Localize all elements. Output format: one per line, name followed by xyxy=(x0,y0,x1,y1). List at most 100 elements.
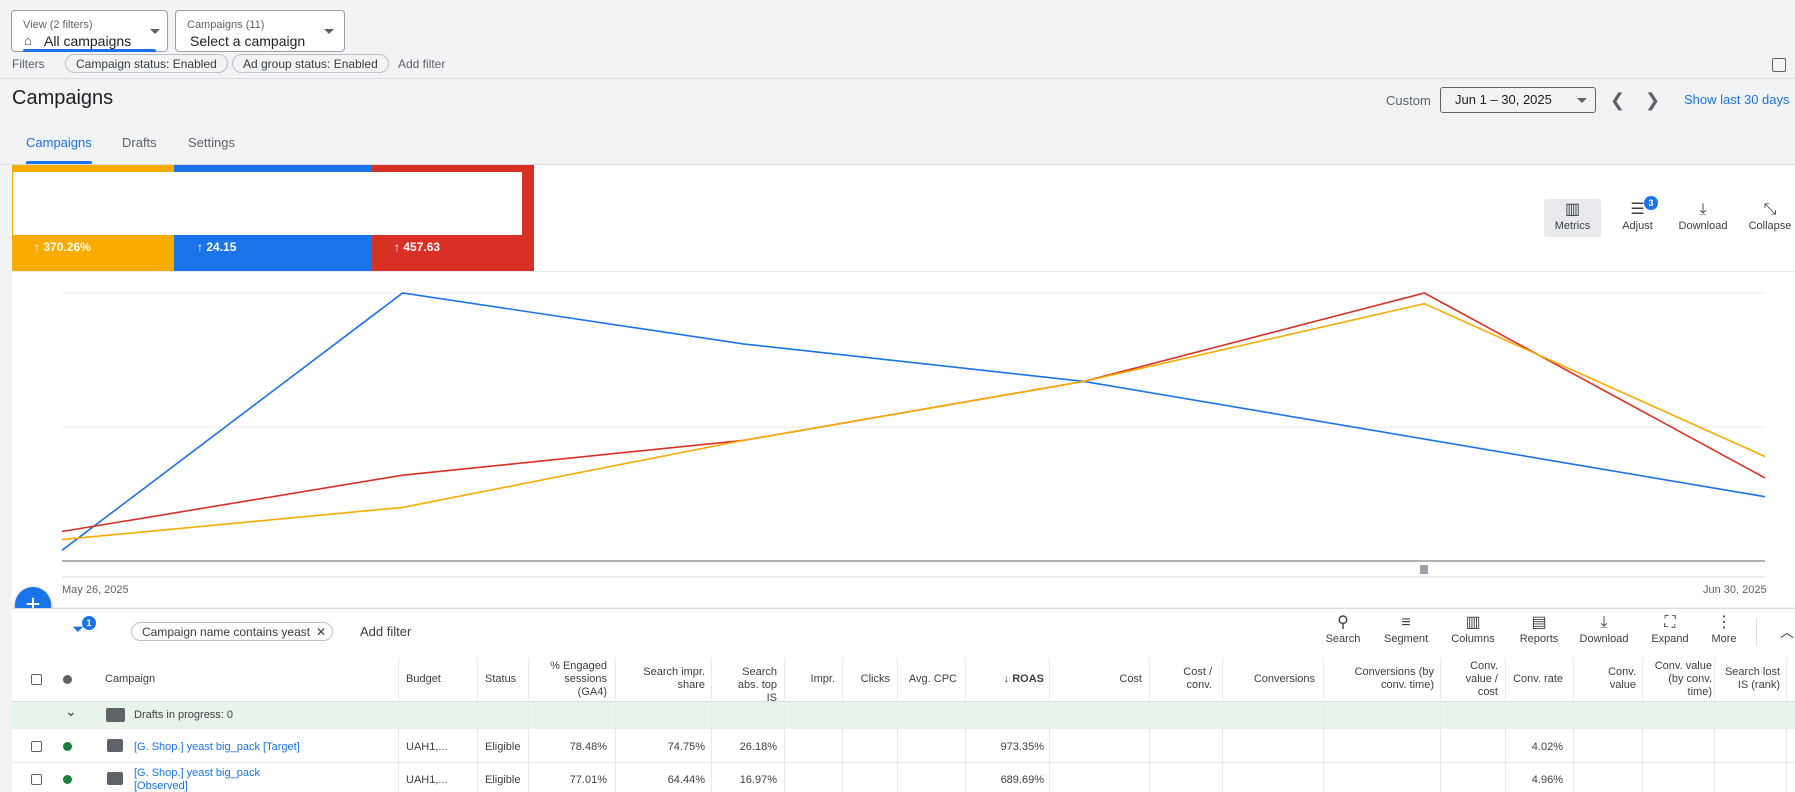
metrics-button[interactable]: ▥ Metrics xyxy=(1544,200,1601,232)
drafts-row[interactable] xyxy=(12,702,1795,729)
scorecard-value: 370.26% xyxy=(43,240,91,254)
chevron-right-icon[interactable]: ❯ xyxy=(1645,90,1661,110)
reports-icon: ▤ xyxy=(1531,614,1547,631)
columns-icon: ▥ xyxy=(1465,614,1481,631)
chevron-left-icon[interactable]: ❮ xyxy=(1610,90,1626,110)
column-divider xyxy=(1222,658,1223,792)
filter-chip-campaign-status[interactable]: Campaign status: Enabled xyxy=(65,54,228,73)
shopping-campaign-icon xyxy=(107,772,123,785)
col-conv-value[interactable]: Conv. value xyxy=(1608,666,1636,691)
status-cell: Eligible xyxy=(485,774,521,786)
reports-label: Reports xyxy=(1519,633,1559,645)
download-table-button[interactable]: ⤓ Download xyxy=(1575,613,1633,645)
column-divider xyxy=(1642,658,1643,792)
row-divider xyxy=(12,762,1795,763)
close-icon[interactable]: ✕ xyxy=(316,625,327,639)
expand-button[interactable]: ⛶ Expand xyxy=(1645,613,1695,645)
col-search-abs-top-is[interactable]: Search abs. top IS xyxy=(737,666,777,704)
status-header-dot xyxy=(63,675,72,684)
tab-settings[interactable]: Settings xyxy=(188,135,235,150)
range-slider-handle[interactable] xyxy=(1420,565,1428,574)
tab-campaigns[interactable]: Campaigns xyxy=(26,135,92,150)
adjust-button[interactable]: ☰ Adjust xyxy=(1610,200,1665,232)
budget-cell[interactable]: UAH1,... xyxy=(406,741,448,753)
search-button[interactable]: ⚲ Search xyxy=(1322,613,1364,645)
column-divider xyxy=(477,658,478,792)
row-checkbox[interactable] xyxy=(31,774,42,785)
table-header-bottom xyxy=(12,701,1795,702)
tab-drafts[interactable]: Drafts xyxy=(122,135,157,150)
search-abs-cell: 26.18% xyxy=(739,741,777,753)
campaign-name-link[interactable]: [G. Shop.] yeast big_pack xyxy=(134,767,260,779)
more-button[interactable]: ⋮ More xyxy=(1704,613,1744,645)
download-label: Download xyxy=(1678,220,1728,232)
col-status[interactable]: Status xyxy=(485,673,517,685)
columns-button[interactable]: ▥ Columns xyxy=(1448,613,1498,645)
chart-top-divider xyxy=(12,271,1795,272)
column-divider xyxy=(1573,658,1574,792)
campaign-name-link[interactable]: [G. Shop.] yeast big_pack [Target] xyxy=(134,741,300,753)
col-budget[interactable]: Budget xyxy=(406,673,441,685)
series-line-2 xyxy=(61,292,1766,533)
add-filter-link[interactable]: Add filter xyxy=(360,624,412,639)
status-cell: Eligible xyxy=(485,741,521,753)
segment-label: Segment xyxy=(1383,633,1429,645)
enabled-status-dot xyxy=(63,775,72,784)
series-line-1 xyxy=(61,292,1766,551)
view-selector[interactable]: View (2 filters) ⌂ All campaigns xyxy=(11,10,168,52)
col-search-lost-is-rank[interactable]: Search lost IS (rank) xyxy=(1724,666,1780,691)
col-search-impr-share[interactable]: Search impr. share xyxy=(643,666,705,691)
segment-icon: ≡ xyxy=(1401,614,1411,631)
search-icon: ⚲ xyxy=(1337,614,1349,631)
select-all-checkbox[interactable] xyxy=(31,674,42,685)
column-divider xyxy=(1714,658,1715,792)
chevron-down-icon[interactable]: ⌄ xyxy=(65,703,77,719)
more-vert-icon: ⋮ xyxy=(1716,614,1732,631)
scorecard-1-value: ↑ 370.26% xyxy=(34,240,91,254)
col-roas[interactable]: ↓ ROAS xyxy=(990,673,1044,686)
col-cost[interactable]: Cost xyxy=(1119,673,1142,685)
columns-label: Columns xyxy=(1451,633,1495,645)
col-impr[interactable]: Impr. xyxy=(810,673,835,685)
scorecard-3-value: ↑ 457.63 xyxy=(394,240,440,254)
search-impr-cell: 74.75% xyxy=(667,741,705,753)
x-axis-label-start: May 26, 2025 xyxy=(62,584,129,596)
campaign-name-link-line2[interactable]: [Observed] xyxy=(134,780,188,792)
chevron-down-icon xyxy=(150,29,160,34)
campaign-selector[interactable]: Campaigns (11) Select a campaign xyxy=(175,10,345,52)
view-filters-label: View (2 filters) xyxy=(23,19,93,31)
save-icon[interactable] xyxy=(1772,58,1786,72)
engaged-cell: 78.48% xyxy=(569,741,607,753)
date-range-picker[interactable]: Jun 1 – 30, 2025 xyxy=(1440,87,1596,113)
col-conv-value-by-time[interactable]: Conv. value (by conv. time) xyxy=(1654,660,1712,698)
col-conv-rate[interactable]: Conv. rate xyxy=(1513,673,1563,685)
filter-chip-campaign-name[interactable]: Campaign name contains yeast ✕ xyxy=(131,622,334,641)
enabled-status-dot xyxy=(63,742,72,751)
col-cost-per-conv[interactable]: Cost / conv. xyxy=(1183,666,1212,691)
collapse-button[interactable]: ⤡ Collapse xyxy=(1740,200,1795,232)
filter-icon[interactable]: ⏷ xyxy=(72,621,85,638)
reports-button[interactable]: ▤ Reports xyxy=(1515,613,1563,645)
row-checkbox[interactable] xyxy=(31,741,42,752)
col-conversions-by-time[interactable]: Conversions (by conv. time) xyxy=(1354,666,1434,691)
segment-button[interactable]: ≡ Segment xyxy=(1381,613,1431,645)
divider xyxy=(0,78,1795,79)
column-divider xyxy=(1049,658,1050,792)
col-clicks[interactable]: Clicks xyxy=(860,673,890,685)
add-filter-link[interactable]: Add filter xyxy=(398,57,446,71)
filter-chip-ad-group-status[interactable]: Ad group status: Enabled xyxy=(232,54,389,73)
toolbar-divider xyxy=(1756,618,1757,646)
more-label: More xyxy=(1711,633,1737,645)
budget-cell[interactable]: UAH1,... xyxy=(406,774,448,786)
show-last-30-days-link[interactable]: Show last 30 days xyxy=(1684,92,1790,107)
search-impr-cell: 64.44% xyxy=(667,774,705,786)
expand-icon: ⛶ xyxy=(1664,614,1676,631)
col-conversions[interactable]: Conversions xyxy=(1253,673,1315,685)
col-engaged-sessions[interactable]: % Engaged sessions (GA4) xyxy=(550,660,607,698)
col-avg-cpc[interactable]: Avg. CPC xyxy=(908,673,957,685)
col-campaign[interactable]: Campaign xyxy=(105,673,156,685)
col-conv-value-cost[interactable]: Conv. value / cost xyxy=(1465,660,1498,698)
download-chart-button[interactable]: ⤓ Download xyxy=(1674,200,1732,232)
arrow-up-icon: ↑ xyxy=(34,240,44,254)
chevron-up-icon[interactable]: ︿ xyxy=(1780,624,1794,640)
